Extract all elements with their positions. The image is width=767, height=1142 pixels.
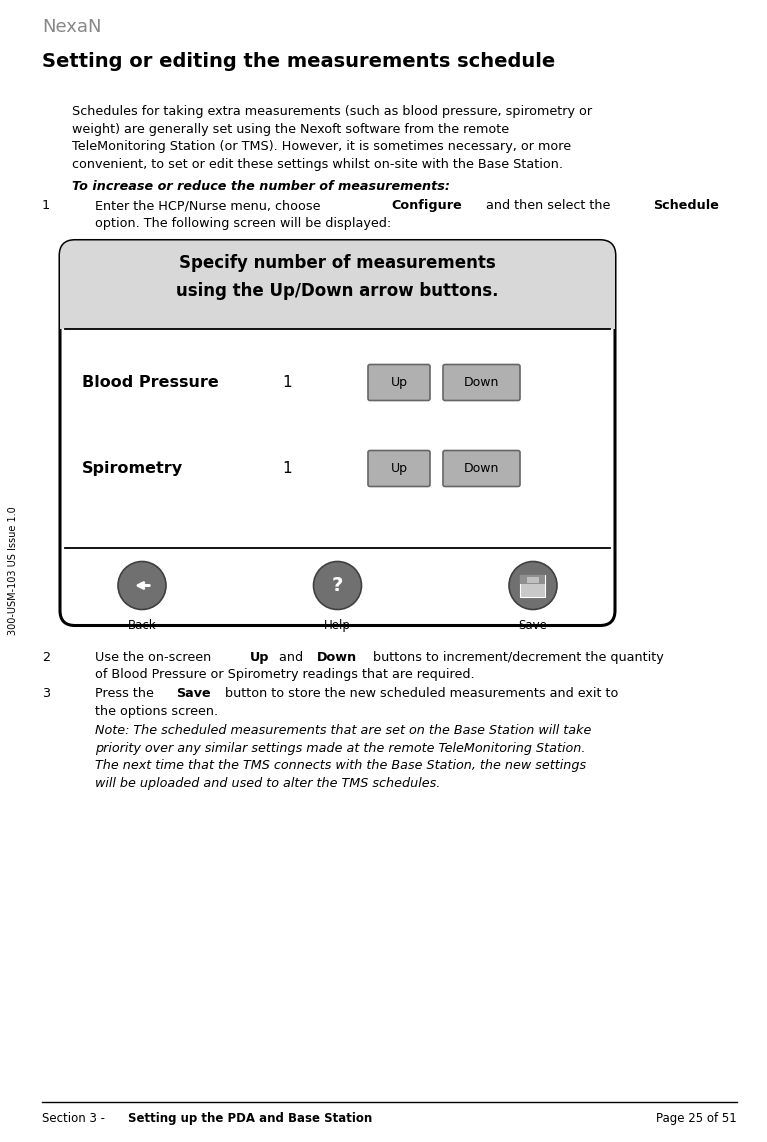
Text: the options screen.: the options screen. (95, 705, 218, 718)
Circle shape (118, 562, 166, 610)
Text: To increase or reduce the number of measurements:: To increase or reduce the number of meas… (72, 180, 450, 193)
Text: option. The following screen will be displayed:: option. The following screen will be dis… (95, 217, 391, 230)
Bar (527, 577, 539, 584)
Text: Use the on-screen: Use the on-screen (95, 651, 216, 664)
Text: Save: Save (176, 687, 211, 700)
Text: Down: Down (317, 651, 357, 664)
Text: Down: Down (464, 463, 499, 475)
Text: of Blood Pressure or Spirometry readings that are required.: of Blood Pressure or Spirometry readings… (95, 668, 475, 681)
Text: NexaN: NexaN (42, 18, 101, 37)
FancyBboxPatch shape (368, 450, 430, 486)
Text: The next time that the TMS connects with the Base Station, the new settings: The next time that the TMS connects with… (95, 759, 586, 772)
FancyBboxPatch shape (60, 241, 615, 626)
Text: 3: 3 (42, 687, 50, 700)
Text: Setting or editing the measurements schedule: Setting or editing the measurements sche… (42, 53, 555, 71)
FancyBboxPatch shape (443, 364, 520, 401)
Text: Up: Up (250, 651, 270, 664)
Text: Configure: Configure (391, 199, 462, 212)
Text: Back: Back (127, 619, 156, 632)
Text: and: and (275, 651, 308, 664)
Text: Schedules for taking extra measurements (such as blood pressure, spirometry or: Schedules for taking extra measurements … (72, 105, 592, 118)
Text: Blood Pressure: Blood Pressure (82, 375, 219, 391)
Circle shape (314, 562, 361, 610)
Text: buttons to increment/decrement the quantity: buttons to increment/decrement the quant… (369, 651, 663, 664)
Text: Setting up the PDA and Base Station: Setting up the PDA and Base Station (128, 1112, 373, 1125)
Text: Enter the HCP/Nurse menu, choose: Enter the HCP/Nurse menu, choose (95, 199, 324, 212)
Text: Up: Up (390, 463, 407, 475)
Text: convenient, to set or edit these settings whilst on-site with the Base Station.: convenient, to set or edit these setting… (72, 158, 563, 170)
Text: 1: 1 (282, 461, 291, 476)
Text: Press the: Press the (95, 687, 158, 700)
Text: Specify number of measurements: Specify number of measurements (179, 254, 496, 272)
Text: Schedule: Schedule (653, 199, 719, 212)
Text: will be uploaded and used to alter the TMS schedules.: will be uploaded and used to alter the T… (95, 777, 440, 789)
Text: priority over any similar settings made at the remote TeleMonitoring Station.: priority over any similar settings made … (95, 741, 585, 755)
Text: Help: Help (324, 619, 351, 632)
Text: Note: The scheduled measurements that are set on the Base Station will take: Note: The scheduled measurements that ar… (95, 724, 591, 737)
Text: and then select the: and then select the (482, 199, 615, 212)
Text: Page 25 of 51: Page 25 of 51 (657, 1112, 737, 1125)
Text: ?: ? (332, 576, 343, 595)
Text: Spirometry: Spirometry (82, 461, 183, 476)
Text: 300-USM-103 US Issue 1.0: 300-USM-103 US Issue 1.0 (8, 507, 18, 635)
Text: using the Up/Down arrow buttons.: using the Up/Down arrow buttons. (176, 281, 499, 299)
Text: button to store the new scheduled measurements and exit to: button to store the new scheduled measur… (221, 687, 618, 700)
Text: TeleMonitoring Station (or TMS). However, it is sometimes necessary, or more: TeleMonitoring Station (or TMS). However… (72, 140, 571, 153)
Bar (521, 574, 545, 596)
Text: Save: Save (518, 619, 548, 632)
Text: Section 3 -: Section 3 - (42, 1112, 109, 1125)
FancyBboxPatch shape (368, 364, 430, 401)
Text: 1: 1 (282, 375, 291, 391)
Text: Up: Up (390, 376, 407, 389)
FancyBboxPatch shape (443, 450, 520, 486)
FancyBboxPatch shape (60, 241, 615, 329)
Bar (521, 574, 545, 585)
Text: Down: Down (464, 376, 499, 389)
Text: weight) are generally set using the Nexoft software from the remote: weight) are generally set using the Nexo… (72, 122, 509, 136)
Bar (60, 289, 615, 329)
Circle shape (509, 562, 557, 610)
Text: 1: 1 (42, 199, 50, 212)
Text: 2: 2 (42, 651, 50, 664)
